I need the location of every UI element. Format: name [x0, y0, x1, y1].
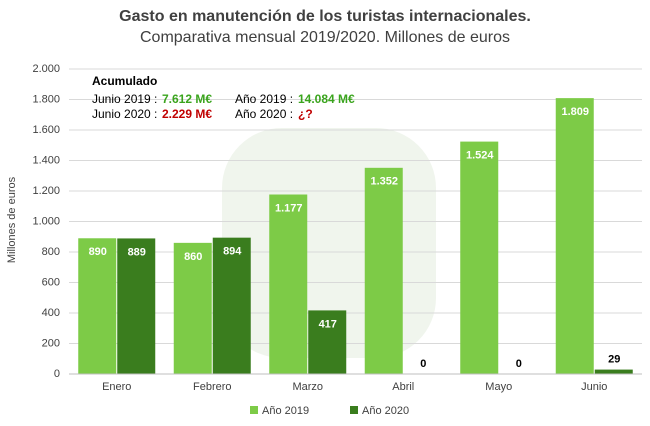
x-tick-label: Abril [392, 381, 414, 393]
data-label: 1.177 [275, 202, 303, 214]
data-label: 1.524 [466, 149, 494, 161]
annotation-value: ¿? [298, 107, 313, 121]
data-label: 889 [128, 246, 146, 258]
bar [364, 167, 403, 374]
legend-label: Año 2020 [362, 405, 409, 417]
data-label: 1.352 [370, 176, 398, 188]
bar [594, 369, 633, 374]
data-label: 0 [516, 358, 522, 370]
y-tick-label: 1.200 [32, 185, 60, 197]
data-label: 417 [319, 318, 337, 330]
y-tick-label: 1.600 [32, 124, 60, 136]
y-tick-label: 2.000 [32, 63, 60, 75]
bar [269, 194, 308, 374]
x-tick-label: Febrero [193, 381, 232, 393]
bar [78, 238, 117, 374]
y-axis-label: Millones de euros [6, 176, 18, 263]
plot: 0 200 400 600 800 1.000 1.200 1.400 1.600 1.800 2.… [32, 63, 642, 417]
chart-title: Gasto en manutención de los turistas int… [119, 8, 531, 25]
annotation-heading: Acumulado [92, 74, 157, 88]
y-tick-label: 1.400 [32, 154, 60, 166]
x-tick-label: Marzo [292, 381, 323, 393]
data-label: 29 [608, 353, 620, 365]
data-label: 0 [420, 358, 426, 370]
x-tick-label: Mayo [485, 381, 512, 393]
bar [117, 238, 156, 374]
bar [555, 98, 594, 374]
bar [173, 242, 212, 374]
annotation-text: Junio 2020 : [92, 107, 157, 121]
x-tick-label: Enero [102, 381, 131, 393]
annotation-value: 7.612 M€ [162, 92, 212, 106]
chart-subtitle: Comparativa mensual 2019/2020. Millones … [140, 29, 510, 46]
y-tick-label: 0 [54, 368, 60, 380]
annotation: Acumulado Junio 2019 : 7.612 M€ Junio 20… [92, 74, 355, 121]
x-tick-label: Junio [581, 381, 607, 393]
annotation-value: 14.084 M€ [298, 92, 355, 106]
legend-label: Año 2019 [262, 405, 309, 417]
annotation-text: Año 2020 : [235, 107, 293, 121]
y-tick-label: 1.800 [32, 93, 60, 105]
y-tick-label: 600 [42, 276, 60, 288]
annotation-text: Año 2019 : [235, 92, 293, 106]
y-tick-label: 400 [42, 307, 60, 319]
bar [212, 237, 251, 374]
data-label: 890 [89, 246, 107, 258]
y-tick-label: 200 [42, 337, 60, 349]
y-tick-label: 800 [42, 246, 60, 258]
bar [460, 141, 499, 374]
y-tick-label: 1.000 [32, 215, 60, 227]
data-label: 1.809 [561, 106, 589, 118]
bar [308, 310, 347, 374]
annotation-value: 2.229 M€ [162, 107, 212, 121]
legend-swatch [350, 406, 358, 414]
data-label: 860 [184, 251, 202, 263]
legend-swatch [250, 406, 258, 414]
annotation-text: Junio 2019 : [92, 92, 157, 106]
data-label: 894 [223, 246, 242, 258]
